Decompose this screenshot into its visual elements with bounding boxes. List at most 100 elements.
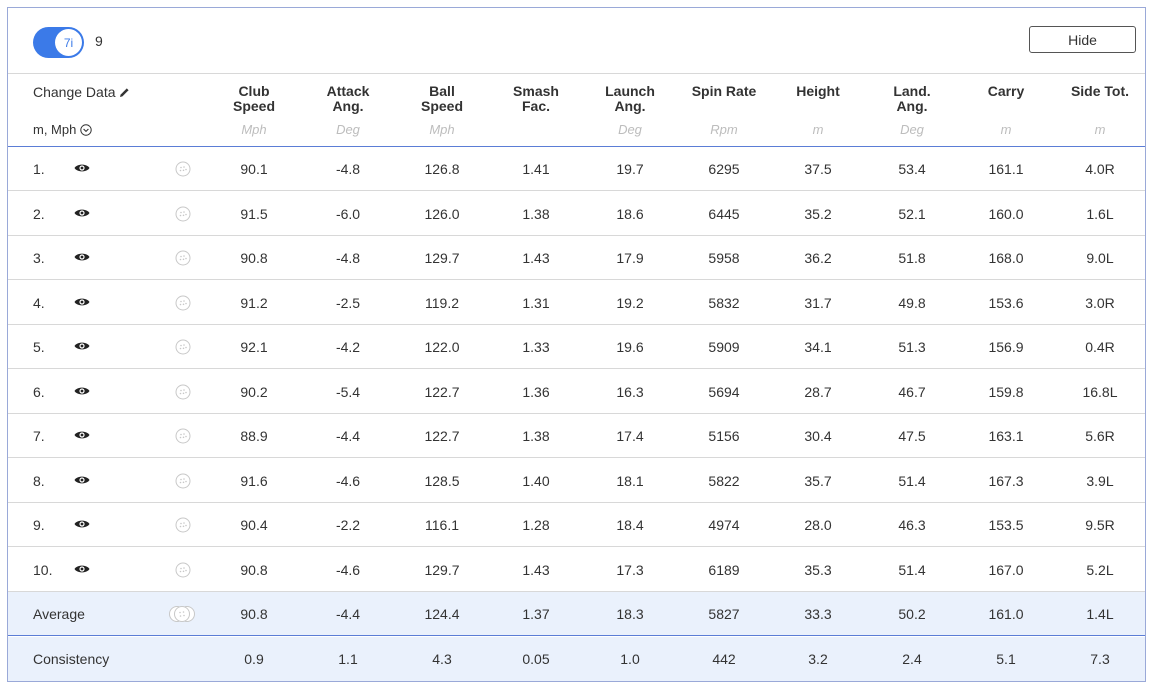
table-cell: -4.4 bbox=[335, 428, 361, 444]
table-cell: 52.1 bbox=[898, 206, 926, 222]
golf-ball-icon[interactable] bbox=[175, 384, 191, 400]
eye-icon[interactable] bbox=[74, 518, 90, 530]
column-unit: Rpm bbox=[710, 122, 738, 137]
golf-ball-icon[interactable] bbox=[175, 562, 191, 578]
eye-icon[interactable] bbox=[74, 429, 90, 441]
table-cell: 159.8 bbox=[988, 384, 1024, 400]
table-cell: 9.0L bbox=[1086, 250, 1114, 266]
table-cell: 1.40 bbox=[522, 473, 550, 489]
table-cell: 126.0 bbox=[424, 206, 460, 222]
golf-ball-icon[interactable] bbox=[175, 161, 191, 177]
golf-ball-icon[interactable] bbox=[175, 517, 191, 533]
table-cell: 1.38 bbox=[522, 206, 550, 222]
table-cell: -5.4 bbox=[335, 384, 361, 400]
table-row[interactable]: 6. 90.2 -5.4 122.7 1.36 16.3 5694 28.7 46.7 159.8… bbox=[8, 370, 1145, 414]
table-cell: 122.0 bbox=[424, 339, 460, 355]
table-cell: 9.5R bbox=[1085, 517, 1115, 533]
eye-icon[interactable] bbox=[74, 251, 90, 263]
table-row[interactable]: 1. 90.1 -4.8 126.8 1.41 19.7 6295 37.5 53.4 161.1… bbox=[8, 147, 1145, 191]
column-header: Side Tot. bbox=[1055, 84, 1145, 99]
table-cell: 90.8 bbox=[240, 562, 268, 578]
column-header: Club Speed bbox=[209, 84, 299, 114]
units-dropdown[interactable]: m, Mph bbox=[33, 122, 93, 137]
golf-ball-icon[interactable] bbox=[175, 206, 191, 222]
table-cell: 46.7 bbox=[898, 384, 926, 400]
eye-icon[interactable] bbox=[74, 474, 90, 486]
table-cell: 90.2 bbox=[240, 384, 268, 400]
table-cell: 167.0 bbox=[988, 562, 1024, 578]
golf-ball-icon[interactable] bbox=[175, 473, 191, 489]
table-row[interactable]: 10. 90.8 -4.6 129.7 1.43 17.3 6189 35.3 51.4 167.… bbox=[8, 548, 1145, 592]
table-cell: 5958 bbox=[708, 250, 740, 266]
column-unit: Mph bbox=[429, 122, 455, 137]
column-header-line2: Ang. bbox=[614, 98, 646, 114]
column-header-line1: Attack bbox=[326, 83, 370, 99]
table-cell: 51.4 bbox=[898, 473, 926, 489]
table-cell: 1.4L bbox=[1086, 606, 1114, 622]
table-cell: 90.1 bbox=[240, 161, 268, 177]
table-cell: 5.1 bbox=[996, 651, 1016, 667]
eye-icon[interactable] bbox=[74, 296, 90, 308]
table-cell: 91.5 bbox=[240, 206, 268, 222]
column-header-line2: Speed bbox=[232, 98, 275, 114]
shot-number: 6. bbox=[33, 384, 45, 400]
eye-icon[interactable] bbox=[74, 207, 90, 219]
golf-ball-icon[interactable] bbox=[175, 339, 191, 355]
eye-icon[interactable] bbox=[74, 563, 90, 575]
golf-ball-icon[interactable] bbox=[175, 295, 191, 311]
table-cell: 18.1 bbox=[616, 473, 644, 489]
table-cell: -4.8 bbox=[335, 250, 361, 266]
table-cell: 1.36 bbox=[522, 384, 550, 400]
shot-number: 9. bbox=[33, 517, 45, 533]
column-header: Land. Ang. bbox=[867, 84, 957, 114]
table-cell: -4.4 bbox=[335, 606, 361, 622]
table-row[interactable]: 7. 88.9 -4.4 122.7 1.38 17.4 5156 30.4 47.5 163.1… bbox=[8, 414, 1145, 458]
table-cell: -4.6 bbox=[335, 562, 361, 578]
table-cell: 5827 bbox=[708, 606, 740, 622]
table-cell: 5156 bbox=[708, 428, 740, 444]
eye-icon[interactable] bbox=[74, 162, 90, 174]
club-toggle[interactable]: 7i bbox=[33, 27, 84, 58]
consistency-row: Consistency 0.9 1.1 4.3 0.05 1.0 442 3.2 2.4 5.1 7… bbox=[8, 637, 1145, 681]
change-data-button[interactable]: Change Data bbox=[33, 84, 130, 100]
table-cell: 124.4 bbox=[424, 606, 460, 622]
golf-ball-icon[interactable] bbox=[175, 428, 191, 444]
table-cell: 5.2L bbox=[1086, 562, 1114, 578]
column-header-line1: Smash bbox=[513, 83, 559, 99]
table-row[interactable]: 3. 90.8 -4.8 129.7 1.43 17.9 5958 36.2 51.8 168.0… bbox=[8, 236, 1145, 280]
table-cell: 91.2 bbox=[240, 295, 268, 311]
table-row[interactable]: 8. 91.6 -4.6 128.5 1.40 18.1 5822 35.7 51.4 167.3… bbox=[8, 459, 1145, 503]
eye-icon[interactable] bbox=[74, 385, 90, 397]
table-cell: 16.3 bbox=[616, 384, 644, 400]
column-header: Carry bbox=[961, 84, 1051, 99]
column-header-line2: Ang. bbox=[896, 98, 928, 114]
golf-ball-icon[interactable] bbox=[175, 250, 191, 266]
table-row[interactable]: 9. 90.4 -2.2 116.1 1.28 18.4 4974 28.0 46.3 153.5… bbox=[8, 503, 1145, 547]
table-cell: 129.7 bbox=[424, 562, 460, 578]
table-cell: 18.6 bbox=[616, 206, 644, 222]
column-unit: Deg bbox=[900, 122, 924, 137]
column-header-line1: Launch bbox=[605, 83, 655, 99]
column-unit: m bbox=[1000, 122, 1012, 137]
column-header-line1: Height bbox=[796, 83, 840, 99]
eye-icon[interactable] bbox=[74, 340, 90, 352]
table-cell: 1.1 bbox=[338, 651, 358, 667]
table-row[interactable]: 4. 91.2 -2.5 119.2 1.31 19.2 5832 31.7 49.8 153.6… bbox=[8, 281, 1145, 325]
table-cell: 19.7 bbox=[616, 161, 644, 177]
shot-number: 4. bbox=[33, 295, 45, 311]
table-row[interactable]: 2. 91.5 -6.0 126.0 1.38 18.6 6445 35.2 52.1 160.0… bbox=[8, 192, 1145, 236]
shot-number: 1. bbox=[33, 161, 45, 177]
table-cell: 1.43 bbox=[522, 562, 550, 578]
hide-button[interactable]: Hide bbox=[1029, 26, 1136, 53]
table-cell: 1.38 bbox=[522, 428, 550, 444]
table-cell: 442 bbox=[712, 651, 736, 667]
table-cell: 46.3 bbox=[898, 517, 926, 533]
table-cell: 30.4 bbox=[804, 428, 832, 444]
table-row[interactable]: 5. 92.1 -4.2 122.0 1.33 19.6 5909 34.1 51.3 156.9… bbox=[8, 325, 1145, 369]
table-cell: 5.6R bbox=[1085, 428, 1115, 444]
table-cell: -2.2 bbox=[335, 517, 361, 533]
table-cell: 5822 bbox=[708, 473, 740, 489]
table-cell: 49.8 bbox=[898, 295, 926, 311]
table-cell: 33.3 bbox=[804, 606, 832, 622]
table-cell: -4.8 bbox=[335, 161, 361, 177]
